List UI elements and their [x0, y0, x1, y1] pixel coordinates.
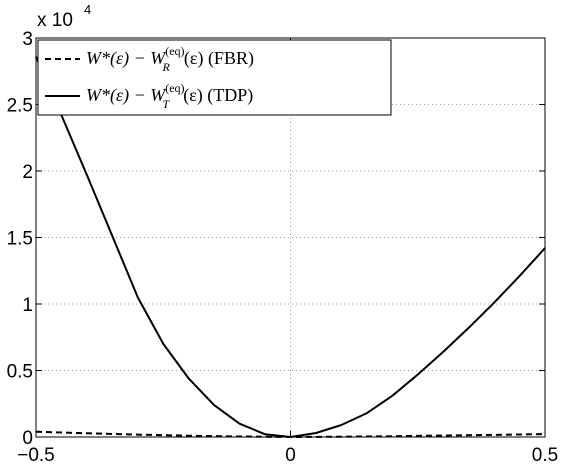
x-tick-label: −0.5 — [17, 445, 55, 464]
legend-label: W*(ε) − W(eq) T (ε) (TDP) — [86, 81, 253, 111]
y-tick-label: 2 — [22, 162, 33, 183]
y-tick-label: 0.5 — [7, 362, 33, 383]
y-tick-label: 3 — [22, 29, 33, 50]
y-tick-label: 0 — [22, 428, 33, 449]
y-multiplier: x 10 4 — [37, 2, 91, 31]
x-tick-label: 0.5 — [532, 445, 558, 464]
y-tick-label: 1 — [22, 295, 33, 316]
legend-box — [37, 39, 392, 116]
ticks-layer: 00.511.522.53−0.5 0 0.5 — [7, 29, 559, 464]
y-multiplier-label: x 10 — [37, 10, 73, 31]
y-multiplier-exponent: 4 — [84, 2, 91, 17]
y-tick-label: 1.5 — [7, 229, 33, 250]
x-tick-label: 0 — [285, 445, 296, 464]
y-tick-label: 2.5 — [7, 96, 33, 117]
legend-label: W*(ε) − W(eq) R (ε) (FBR) — [86, 44, 254, 74]
legend: W*(ε) − W(eq) R (ε) (FBR) W*(ε) − W(eq) T (ε)… — [37, 39, 392, 116]
